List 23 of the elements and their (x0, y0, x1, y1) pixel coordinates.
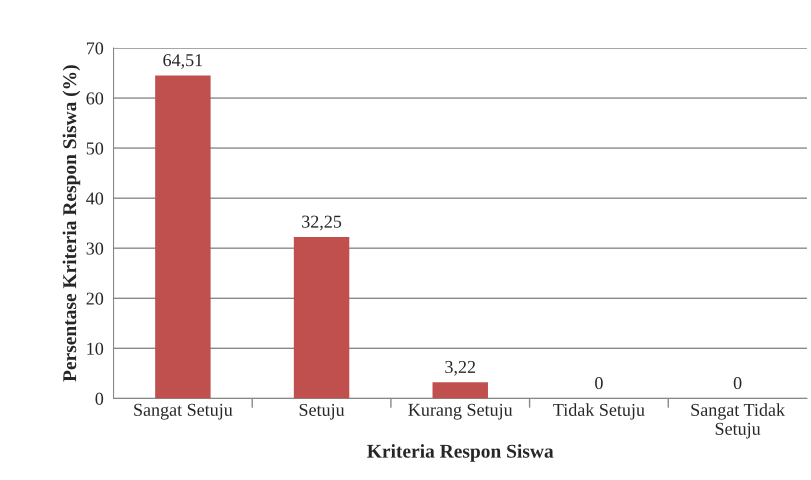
bar (294, 236, 350, 398)
x-tick-label: Sangat Tidak Setuju (691, 403, 786, 439)
y-tick-label: 0 (95, 392, 104, 405)
y-tick-label: 30 (86, 242, 104, 255)
x-tick-label: Kurang Setuju (408, 404, 512, 420)
x-axis-title: Kriteria Respon Siswa (367, 444, 554, 462)
x-tick-label: Sangat Setuju (134, 404, 232, 420)
y-tick-label: 50 (86, 142, 104, 155)
bar (155, 75, 211, 398)
data-label: 64,51 (163, 54, 202, 69)
y-tick-label: 70 (86, 42, 104, 54)
data-label: 0 (595, 376, 603, 390)
y-axis-title: Persentase Kriteria Respon Siswa (%) (62, 65, 80, 382)
data-label: 32,25 (302, 216, 342, 230)
data-label: 3,22 (445, 360, 476, 376)
y-tick-label: 10 (87, 342, 104, 355)
x-tick-label: Setuju (300, 404, 344, 420)
bar (432, 382, 488, 398)
y-tick-label: 20 (86, 292, 104, 305)
data-label: 0 (734, 376, 742, 390)
x-tick-label: Tidak Setuju (553, 403, 645, 420)
y-tick-label: 40 (86, 192, 104, 205)
y-tick-label: 60 (86, 92, 104, 104)
